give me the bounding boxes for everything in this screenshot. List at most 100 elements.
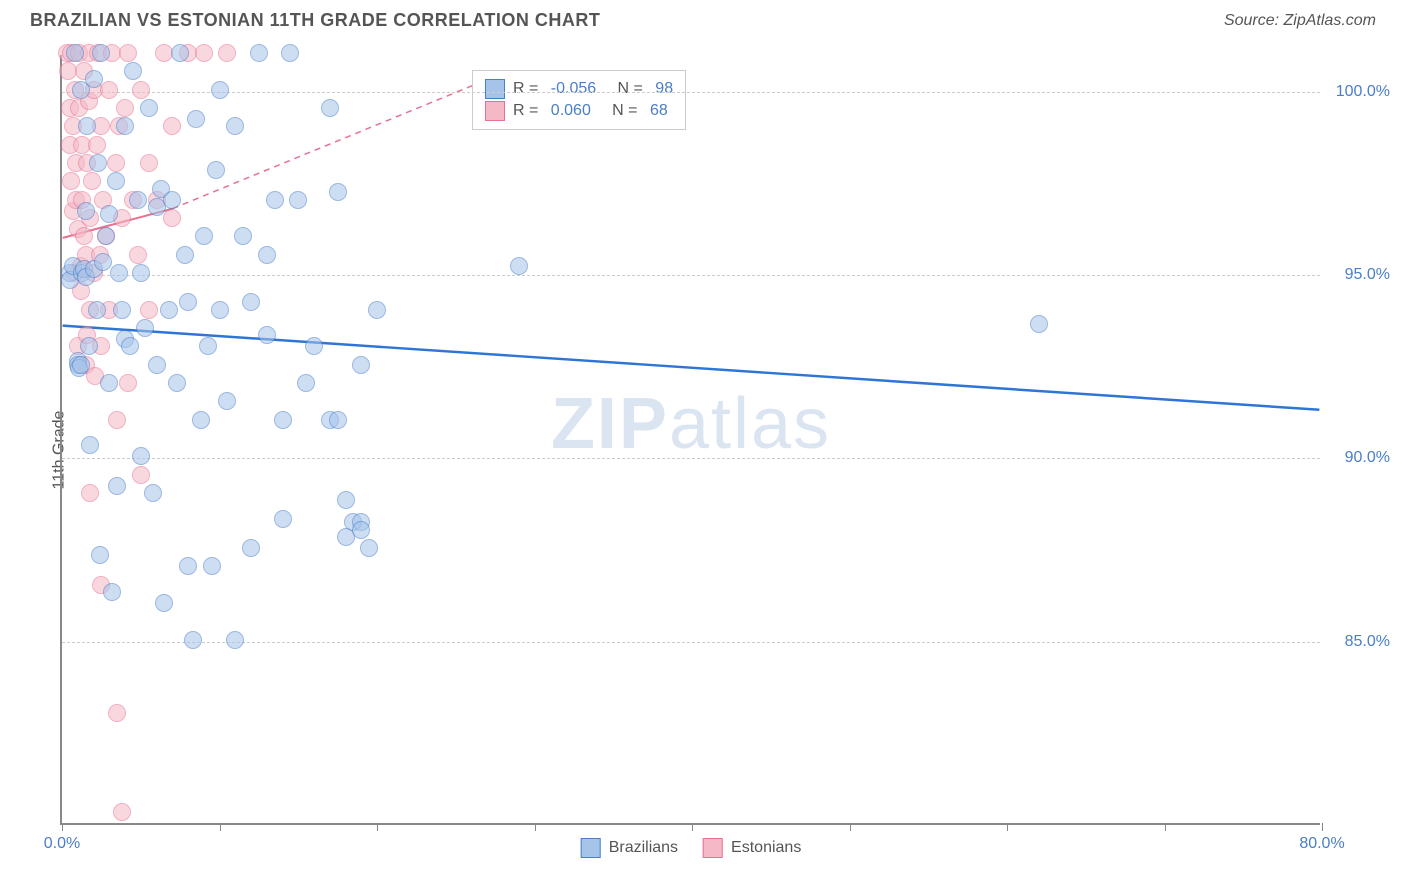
data-point [218, 392, 236, 410]
data-point [155, 594, 173, 612]
data-point [132, 264, 150, 282]
x-tick [692, 823, 693, 831]
x-tick [1322, 823, 1323, 831]
gridline [62, 92, 1320, 93]
data-point [108, 477, 126, 495]
data-point [100, 81, 118, 99]
data-point [289, 191, 307, 209]
data-point [360, 539, 378, 557]
y-tick-label: 100.0% [1336, 83, 1390, 101]
data-point [368, 301, 386, 319]
data-point [129, 191, 147, 209]
data-point [321, 99, 339, 117]
data-point [179, 293, 197, 311]
stats-legend: R = -0.056 N = 98R = 0.060 N = 68 [472, 70, 686, 130]
legend-n-label: N = [604, 80, 647, 98]
data-point [88, 301, 106, 319]
data-point [136, 319, 154, 337]
x-tick [220, 823, 221, 831]
data-point [81, 436, 99, 454]
data-point [176, 246, 194, 264]
data-point [226, 631, 244, 649]
data-point [352, 521, 370, 539]
legend-swatch [485, 101, 505, 121]
data-point [94, 253, 112, 271]
data-point [107, 172, 125, 190]
data-point [116, 99, 134, 117]
data-point [77, 202, 95, 220]
legend-swatch [581, 838, 601, 858]
data-point [100, 374, 118, 392]
x-tick [1007, 823, 1008, 831]
data-point [75, 227, 93, 245]
x-tick [62, 823, 63, 831]
data-point [107, 154, 125, 172]
y-tick-label: 90.0% [1345, 449, 1390, 467]
legend-r-label: R = [513, 80, 543, 98]
x-tick [535, 823, 536, 831]
data-point [66, 44, 84, 62]
legend-r-label: R = [513, 102, 543, 120]
data-point [78, 117, 96, 135]
data-point [110, 264, 128, 282]
data-point [297, 374, 315, 392]
data-point [211, 301, 229, 319]
gridline [62, 275, 1320, 276]
data-point [140, 154, 158, 172]
data-point [132, 466, 150, 484]
data-point [119, 374, 137, 392]
data-point [218, 44, 236, 62]
legend-row: R = 0.060 N = 68 [485, 101, 673, 121]
x-tick [377, 823, 378, 831]
data-point [171, 44, 189, 62]
legend-row: R = -0.056 N = 98 [485, 79, 673, 99]
data-point [163, 209, 181, 227]
data-point [211, 81, 229, 99]
y-tick-label: 95.0% [1345, 266, 1390, 284]
data-point [92, 44, 110, 62]
data-point [148, 356, 166, 374]
x-tick-label: 80.0% [1299, 835, 1344, 853]
data-point [242, 293, 260, 311]
legend-label: Estonians [731, 839, 801, 857]
data-point [108, 704, 126, 722]
x-tick [850, 823, 851, 831]
data-point [140, 301, 158, 319]
legend-item: Brazilians [581, 838, 678, 858]
data-point [72, 356, 90, 374]
data-point [89, 154, 107, 172]
data-point [108, 411, 126, 429]
legend-r-value: 0.060 [551, 102, 591, 120]
data-point [121, 337, 139, 355]
data-point [250, 44, 268, 62]
data-point [113, 803, 131, 821]
data-point [510, 257, 528, 275]
plot-area: ZIPatlas R = -0.056 N = 98R = 0.060 N = … [60, 55, 1320, 825]
chart-title: BRAZILIAN VS ESTONIAN 11TH GRADE CORRELA… [30, 10, 600, 31]
data-point [144, 484, 162, 502]
data-point [129, 246, 147, 264]
data-point [179, 557, 197, 575]
data-point [242, 539, 260, 557]
data-point [119, 44, 137, 62]
data-point [163, 117, 181, 135]
legend-swatch [485, 79, 505, 99]
data-point [140, 99, 158, 117]
data-point [329, 411, 347, 429]
data-point [274, 411, 292, 429]
data-point [132, 447, 150, 465]
data-point [116, 117, 134, 135]
series-legend: Brazilians Estonians [581, 838, 802, 858]
data-point [103, 583, 121, 601]
data-point [91, 546, 109, 564]
legend-swatch [703, 838, 723, 858]
data-point [305, 337, 323, 355]
data-point [352, 356, 370, 374]
data-point [1030, 315, 1048, 333]
legend-r-value: -0.056 [551, 80, 596, 98]
y-tick-label: 85.0% [1345, 633, 1390, 651]
data-point [80, 337, 98, 355]
data-point [199, 337, 217, 355]
legend-n-value: 98 [655, 80, 673, 98]
data-point [88, 136, 106, 154]
